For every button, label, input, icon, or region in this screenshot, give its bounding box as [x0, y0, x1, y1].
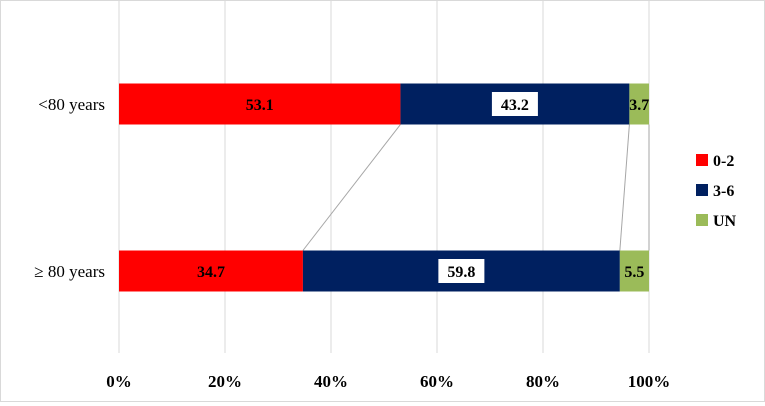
- series-line: [619, 124, 630, 251]
- x-axis-tick-labels: 0% 20% 40% 60% 80% 100%: [106, 372, 670, 391]
- bar-segment-0-2: [119, 83, 401, 125]
- legend-item: UN: [696, 213, 737, 230]
- grid-lines: [118, 1, 650, 353]
- legend-item: 3-6: [696, 183, 734, 200]
- data-label: 5.5: [624, 264, 644, 281]
- data-label: 43.2: [501, 97, 529, 114]
- series-connector-lines: [302, 124, 650, 251]
- legend-swatch: [696, 184, 708, 196]
- bar-segment-un: [619, 250, 649, 292]
- category-label: <80 years: [38, 95, 105, 114]
- data-labels: 53.1 43.2 3.7 34.7 59.8 5.5: [197, 92, 649, 283]
- x-tick-label: 60%: [420, 372, 454, 391]
- data-label-box: [438, 259, 485, 283]
- x-tick-label: 0%: [106, 372, 132, 391]
- legend-label: 0-2: [713, 153, 734, 170]
- bar-segment-0-2: [119, 250, 303, 292]
- category-labels: <80 years ≥ 80 years: [34, 95, 105, 281]
- data-label: 53.1: [246, 97, 274, 114]
- x-tick-label: 40%: [314, 372, 348, 391]
- bar-segment-un: [629, 83, 649, 125]
- x-tick-label: 80%: [526, 372, 560, 391]
- data-label: 34.7: [197, 264, 225, 281]
- data-label-box: [491, 92, 538, 116]
- legend-swatch: [696, 214, 708, 226]
- data-label: 3.7: [629, 97, 649, 114]
- x-tick-label: 20%: [208, 372, 242, 391]
- legend-swatch: [696, 154, 708, 166]
- x-tick-label: 100%: [628, 372, 671, 391]
- series-line: [302, 124, 401, 251]
- data-label: 59.8: [447, 264, 475, 281]
- legend-label: UN: [713, 213, 737, 230]
- bars: [119, 83, 649, 292]
- category-label: ≥ 80 years: [34, 262, 105, 281]
- legend-item: 0-2: [696, 153, 734, 170]
- legend: 0-2 3-6 UN: [696, 153, 737, 230]
- legend-label: 3-6: [713, 183, 734, 200]
